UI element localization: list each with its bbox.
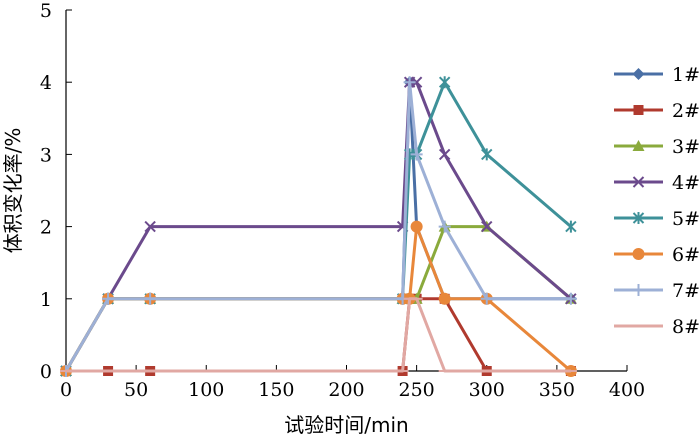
- x-tick-label: 100: [188, 379, 224, 401]
- series-line: [66, 297, 571, 373]
- x-tick-label: 150: [258, 379, 294, 401]
- data-point: [438, 292, 451, 305]
- legend-item: 5#: [614, 208, 700, 230]
- data-point: [438, 220, 451, 233]
- legend-label: 6#: [672, 244, 700, 266]
- legend-label: 3#: [672, 136, 700, 158]
- series-4: [60, 76, 577, 377]
- y-tick-label: 5: [40, 0, 52, 22]
- legend-label: 1#: [672, 64, 700, 86]
- legend-item: 1#: [614, 64, 700, 86]
- data-point: [564, 292, 577, 305]
- legend-marker: [632, 68, 645, 80]
- y-tick-label: 0: [40, 361, 52, 383]
- series-layer: [60, 76, 577, 377]
- x-tick-label: 0: [60, 379, 72, 401]
- legend-item: 4#: [614, 172, 700, 194]
- legend: 1# 2# 3# 4# 5# 6# 7# 8#: [614, 64, 700, 338]
- series-line: [66, 297, 571, 373]
- x-tick-label: 250: [398, 379, 434, 401]
- legend-label: 2#: [672, 100, 700, 122]
- axes: 0 50 100 150 200 250 300 350 400 0 1 2 3 4 5: [40, 0, 645, 401]
- legend-label: 8#: [672, 316, 700, 338]
- legend-label: 5#: [672, 208, 700, 230]
- series-line: [64, 80, 572, 372]
- y-tick-label: 4: [40, 72, 52, 94]
- legend-label: 7#: [672, 280, 700, 302]
- x-tick-label: 350: [539, 379, 575, 401]
- data-point: [144, 220, 156, 233]
- data-point: [480, 292, 493, 305]
- data-point: [102, 292, 115, 305]
- data-point: [481, 220, 493, 233]
- legend-item: 7#: [614, 280, 700, 302]
- x-tick-label: 400: [609, 379, 645, 401]
- legend-marker: [632, 248, 645, 260]
- legend-label: 4#: [672, 172, 700, 194]
- data-point: [565, 220, 577, 233]
- x-tick-label: 50: [124, 379, 148, 401]
- legend-item: 8#: [614, 316, 700, 338]
- y-tick-label: 1: [40, 289, 52, 311]
- data-point: [410, 76, 423, 88]
- legend-marker: [632, 212, 645, 224]
- legend-marker: [633, 105, 644, 115]
- y-tick-label: 2: [40, 217, 52, 239]
- data-point: [481, 148, 493, 161]
- legend-item: 2#: [614, 100, 700, 122]
- y-tick-label: 3: [40, 144, 52, 166]
- data-point: [410, 220, 423, 233]
- x-tick-label: 300: [469, 379, 505, 401]
- y-axis-title: 体积变化率/%: [1, 128, 25, 254]
- legend-marker: [632, 176, 645, 188]
- data-point: [438, 148, 451, 161]
- data-point: [144, 292, 157, 305]
- legend-marker: [632, 140, 645, 151]
- legend-item: 6#: [614, 244, 700, 266]
- legend-marker: [632, 284, 645, 296]
- series-2: [61, 293, 576, 376]
- x-axis-title: 试验时间/min: [284, 413, 408, 437]
- legend-item: 3#: [614, 136, 700, 158]
- data-point: [438, 76, 451, 89]
- data-point: [403, 76, 416, 89]
- x-tick-label: 200: [328, 379, 364, 401]
- series-8: [60, 297, 577, 373]
- data-point: [410, 148, 423, 161]
